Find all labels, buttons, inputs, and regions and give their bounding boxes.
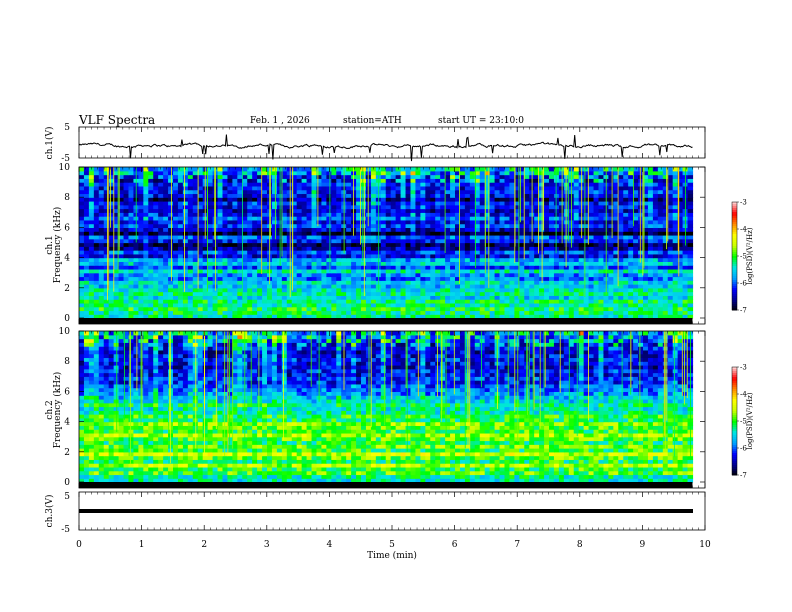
- x-tick-label: 1: [139, 540, 145, 550]
- x-tick-label: 8: [577, 540, 583, 550]
- colorbar-tick-label: -5: [740, 253, 747, 261]
- ch2-frequency-ylabel: Frequency (kHz): [52, 372, 63, 449]
- y-tick-label: 10: [59, 163, 71, 173]
- y-tick-label: 4: [64, 254, 70, 264]
- colorbar-label: log(PSD)(V²/Hz): [746, 392, 754, 449]
- y-tick-label: 8: [64, 357, 70, 367]
- x-tick-label: 3: [264, 540, 270, 550]
- ch3-ytick-top: 5: [64, 492, 70, 502]
- y-tick-label: 0: [64, 314, 70, 324]
- ch1-waveform-panel: 5 -5 ch.1(V): [44, 123, 706, 164]
- colorbar-tick-label: -3: [740, 199, 747, 207]
- colorbar-tick-label: -3: [740, 364, 747, 372]
- ch1-spectrogram-image: [79, 167, 694, 324]
- ch1-waveform-line: [78, 134, 693, 162]
- colorbar-tick-label: -4: [740, 226, 747, 234]
- start-time-label: start UT = 23:10:0: [438, 116, 524, 126]
- ch1-channel-label: ch.1: [45, 235, 55, 254]
- colorbar-label: log(PSD)(V²/Hz): [746, 227, 754, 284]
- y-tick-label: 4: [64, 418, 70, 428]
- y-tick-label: 0: [64, 478, 70, 488]
- x-tick-label: 2: [201, 540, 207, 550]
- colorbar-tick-label: -6: [740, 280, 747, 288]
- ch1-frequency-ylabel: Frequency (kHz): [52, 207, 63, 284]
- colorbar-tick-label: -4: [740, 391, 747, 399]
- ch1-ytick-bottom: -5: [61, 154, 70, 164]
- x-tick-label: 7: [514, 540, 520, 550]
- ch1-ytick-top: 5: [64, 123, 70, 133]
- y-tick-label: 2: [64, 284, 70, 294]
- y-tick-label: 8: [64, 193, 70, 203]
- colorbar-tick-label: -6: [740, 445, 747, 453]
- x-tick-label: 0: [76, 540, 82, 550]
- ch2-colorbar: -3 -4 -5 -6 -7 log(PSD)(V²/Hz): [731, 364, 754, 480]
- ch2-spectrogram-image: [79, 331, 694, 488]
- date-label: Feb. 1 , 2026: [250, 116, 310, 126]
- ch2-spectrogram-panel: 0 2 4 6 8 10 ch.2 Frequency (kHz): [45, 327, 706, 489]
- x-tick-label: 5: [389, 540, 395, 550]
- x-tick-label: 4: [327, 540, 333, 550]
- x-tick-label: 6: [452, 540, 458, 550]
- x-tick-label: 9: [640, 540, 646, 550]
- y-tick-label: 6: [64, 223, 70, 233]
- y-tick-label: 6: [64, 387, 70, 397]
- ch3-waveform-panel: 5 -5 ch.3(V) 0 1 2 3 4 5 6 7 8 9 10 Time (min): [44, 491, 711, 561]
- ch3-waveform-ylabel: ch.3(V): [44, 495, 55, 528]
- colorbar-tick-label: -7: [740, 307, 747, 315]
- y-tick-label: 10: [59, 327, 71, 337]
- ch3-ytick-bottom: -5: [61, 525, 70, 535]
- ch1-colorbar: -3 -4 -5 -6 -7 log(PSD)(V²/Hz): [731, 199, 754, 315]
- station-label: station=ATH: [343, 116, 402, 126]
- ch1-waveform-ylabel: ch.1(V): [44, 127, 55, 160]
- y-tick-label: 2: [64, 448, 70, 458]
- ch2-channel-label: ch.2: [45, 400, 55, 419]
- colorbar-tick-label: -5: [740, 418, 747, 426]
- colorbar-tick-label: -7: [740, 472, 747, 480]
- x-tick-label: 10: [699, 540, 711, 550]
- ch3-waveform-line: [79, 509, 693, 513]
- x-axis-label: Time (min): [367, 550, 417, 561]
- ch1-spectrogram-panel: 0 2 4 6 8 10 ch.1 Frequency (kHz): [45, 163, 706, 325]
- figure-title: VLF Spectra: [78, 113, 155, 127]
